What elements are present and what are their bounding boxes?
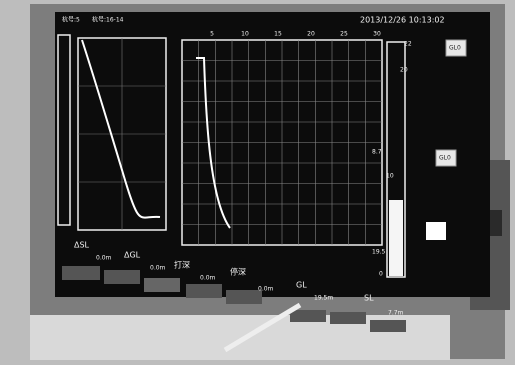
readout-label: GL xyxy=(296,281,307,290)
button[interactable] xyxy=(330,312,366,324)
button[interactable] xyxy=(104,270,140,284)
readout-value: 19.5m xyxy=(314,295,333,302)
button[interactable] xyxy=(290,310,326,322)
readout-value: 0.0m xyxy=(150,265,166,272)
depth-tick-label: 25 xyxy=(340,31,348,38)
depth-tick-label: 10 xyxy=(241,31,249,38)
page: 杭号:5 杭号:16-14 2013/12/26 10:13:02 5 10 15 2… xyxy=(0,0,515,365)
side-button-label: GL0 xyxy=(449,45,461,52)
readout-label: 停深 xyxy=(230,267,246,277)
gauge-fill xyxy=(389,200,403,276)
pile-number: 杭号:5 xyxy=(62,16,80,24)
depth-tick-label: 15 xyxy=(274,31,282,38)
readout-value: 0.0m xyxy=(258,286,274,293)
photo: 杭号:5 杭号:16-14 2013/12/26 10:13:02 5 10 15 2… xyxy=(0,0,515,365)
readout-label: 打深 xyxy=(174,260,190,270)
side-button-label: GL0 xyxy=(439,155,451,162)
enter-key[interactable] xyxy=(426,222,446,240)
readout-label: ΔSL xyxy=(74,241,90,250)
readout-value: 7.7m xyxy=(388,310,404,317)
button[interactable] xyxy=(144,278,180,292)
button[interactable] xyxy=(226,290,262,304)
datetime: 2013/12/26 10:13:02 xyxy=(360,16,445,25)
readout-value: 0.0m xyxy=(200,275,216,282)
scale-label: 8.7 xyxy=(372,149,382,156)
depth-tick-label: 30 xyxy=(373,31,381,38)
button[interactable] xyxy=(62,266,100,280)
readout-label: SL xyxy=(364,294,374,303)
scale-label: 19.5 xyxy=(372,249,386,256)
scale-label: 10 xyxy=(386,173,394,180)
screen xyxy=(55,12,490,297)
scale-label: 0 xyxy=(379,271,383,278)
button[interactable] xyxy=(370,320,406,332)
scale-label: 20 xyxy=(400,67,408,74)
depth-tick-label: 5 xyxy=(210,31,214,38)
scale-label: 22 xyxy=(404,41,412,48)
readout-label: ΔGL xyxy=(124,251,141,260)
button[interactable] xyxy=(186,284,222,298)
readout-value: 0.0m xyxy=(96,255,112,262)
pile-number: 杭号:16-14 xyxy=(92,16,124,24)
depth-tick-label: 20 xyxy=(307,31,315,38)
